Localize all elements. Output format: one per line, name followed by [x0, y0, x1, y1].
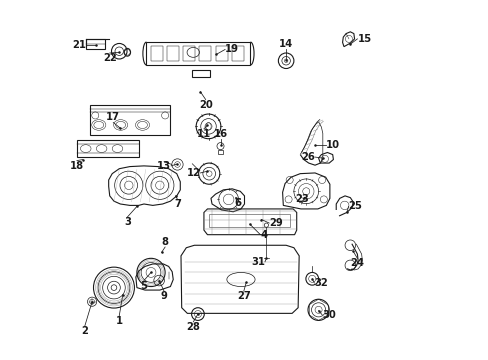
Text: 15: 15 [357, 34, 371, 44]
Text: 10: 10 [325, 140, 339, 150]
Bar [183, 46, 195, 62]
Bar [77, 140, 139, 157]
Text: 14: 14 [279, 40, 293, 49]
Text: 4: 4 [260, 230, 267, 240]
Text: 2: 2 [81, 327, 88, 336]
Text: 30: 30 [322, 310, 335, 320]
Text: 8: 8 [162, 237, 168, 247]
Text: 20: 20 [199, 100, 212, 109]
Text: 6: 6 [233, 198, 241, 208]
Text: 11: 11 [196, 129, 211, 139]
Bar [231, 46, 244, 62]
Text: 3: 3 [123, 217, 131, 227]
Text: 25: 25 [348, 202, 362, 211]
Bar [191, 70, 209, 77]
Text: 16: 16 [213, 129, 227, 139]
Bar [90, 105, 170, 135]
Bar [166, 46, 179, 62]
Text: 22: 22 [102, 53, 116, 63]
Bar [199, 46, 211, 62]
Text: 1: 1 [116, 316, 122, 326]
Text: 28: 28 [186, 322, 200, 332]
Text: 17: 17 [106, 112, 120, 122]
Bar [209, 214, 290, 226]
Text: 32: 32 [314, 278, 327, 288]
Text: 24: 24 [350, 258, 364, 268]
Text: 9: 9 [160, 291, 167, 301]
Bar [150, 46, 163, 62]
Bar [217, 150, 223, 154]
Text: 7: 7 [174, 199, 181, 210]
Text: 31: 31 [250, 257, 264, 267]
Bar [146, 42, 250, 65]
Text: 21: 21 [72, 40, 86, 50]
Text: 26: 26 [301, 152, 314, 162]
Text: 19: 19 [224, 45, 239, 54]
Text: 23: 23 [294, 194, 308, 204]
Bar [215, 46, 227, 62]
Text: 29: 29 [269, 218, 283, 228]
Text: 12: 12 [186, 168, 200, 178]
Text: 13: 13 [157, 161, 171, 171]
Bar [86, 39, 104, 49]
Text: 18: 18 [70, 161, 84, 171]
Text: 27: 27 [236, 291, 250, 301]
Text: 5: 5 [140, 280, 147, 291]
